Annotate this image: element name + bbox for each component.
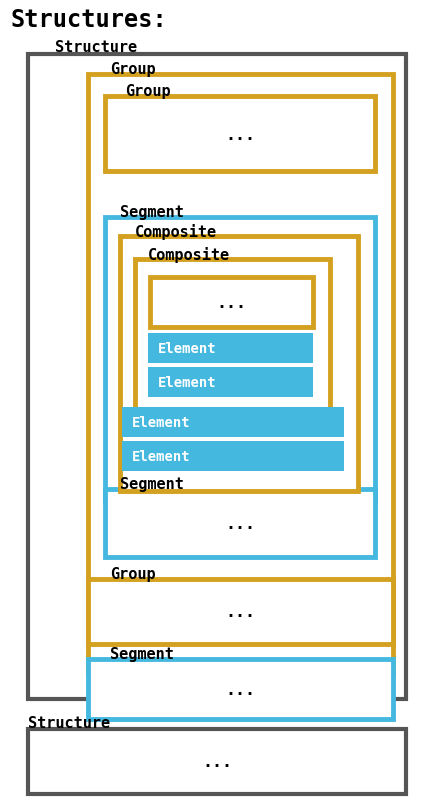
FancyBboxPatch shape bbox=[122, 441, 344, 472]
Text: Group: Group bbox=[110, 62, 156, 77]
FancyBboxPatch shape bbox=[135, 260, 330, 429]
FancyBboxPatch shape bbox=[148, 334, 313, 363]
Text: Group: Group bbox=[125, 84, 171, 99]
FancyBboxPatch shape bbox=[88, 75, 393, 674]
Text: ...: ... bbox=[202, 752, 232, 771]
Text: Segment: Segment bbox=[120, 205, 184, 220]
Text: ...: ... bbox=[226, 680, 256, 698]
Text: Structure: Structure bbox=[28, 715, 110, 730]
FancyBboxPatch shape bbox=[150, 277, 313, 327]
FancyBboxPatch shape bbox=[105, 217, 375, 502]
Text: Element: Element bbox=[132, 449, 191, 464]
Text: Structures:: Structures: bbox=[10, 8, 167, 32]
FancyBboxPatch shape bbox=[148, 367, 313, 398]
FancyBboxPatch shape bbox=[120, 237, 358, 492]
Text: ...: ... bbox=[225, 514, 255, 533]
FancyBboxPatch shape bbox=[88, 659, 393, 719]
FancyBboxPatch shape bbox=[88, 579, 393, 644]
Text: ...: ... bbox=[225, 125, 255, 144]
Text: Segment: Segment bbox=[110, 646, 174, 661]
Text: Composite: Composite bbox=[148, 247, 230, 263]
FancyBboxPatch shape bbox=[105, 489, 375, 557]
Text: Group: Group bbox=[110, 566, 156, 581]
Text: Structure: Structure bbox=[55, 40, 137, 55]
Text: Element: Element bbox=[132, 415, 191, 429]
Text: Element: Element bbox=[158, 375, 217, 390]
Text: Segment: Segment bbox=[120, 476, 184, 492]
Text: ...: ... bbox=[217, 294, 247, 312]
Text: Composite: Composite bbox=[135, 224, 217, 240]
Text: Element: Element bbox=[158, 342, 217, 355]
Text: ...: ... bbox=[226, 603, 256, 621]
FancyBboxPatch shape bbox=[105, 97, 375, 172]
FancyBboxPatch shape bbox=[28, 55, 406, 699]
FancyBboxPatch shape bbox=[28, 729, 406, 794]
FancyBboxPatch shape bbox=[122, 407, 344, 437]
